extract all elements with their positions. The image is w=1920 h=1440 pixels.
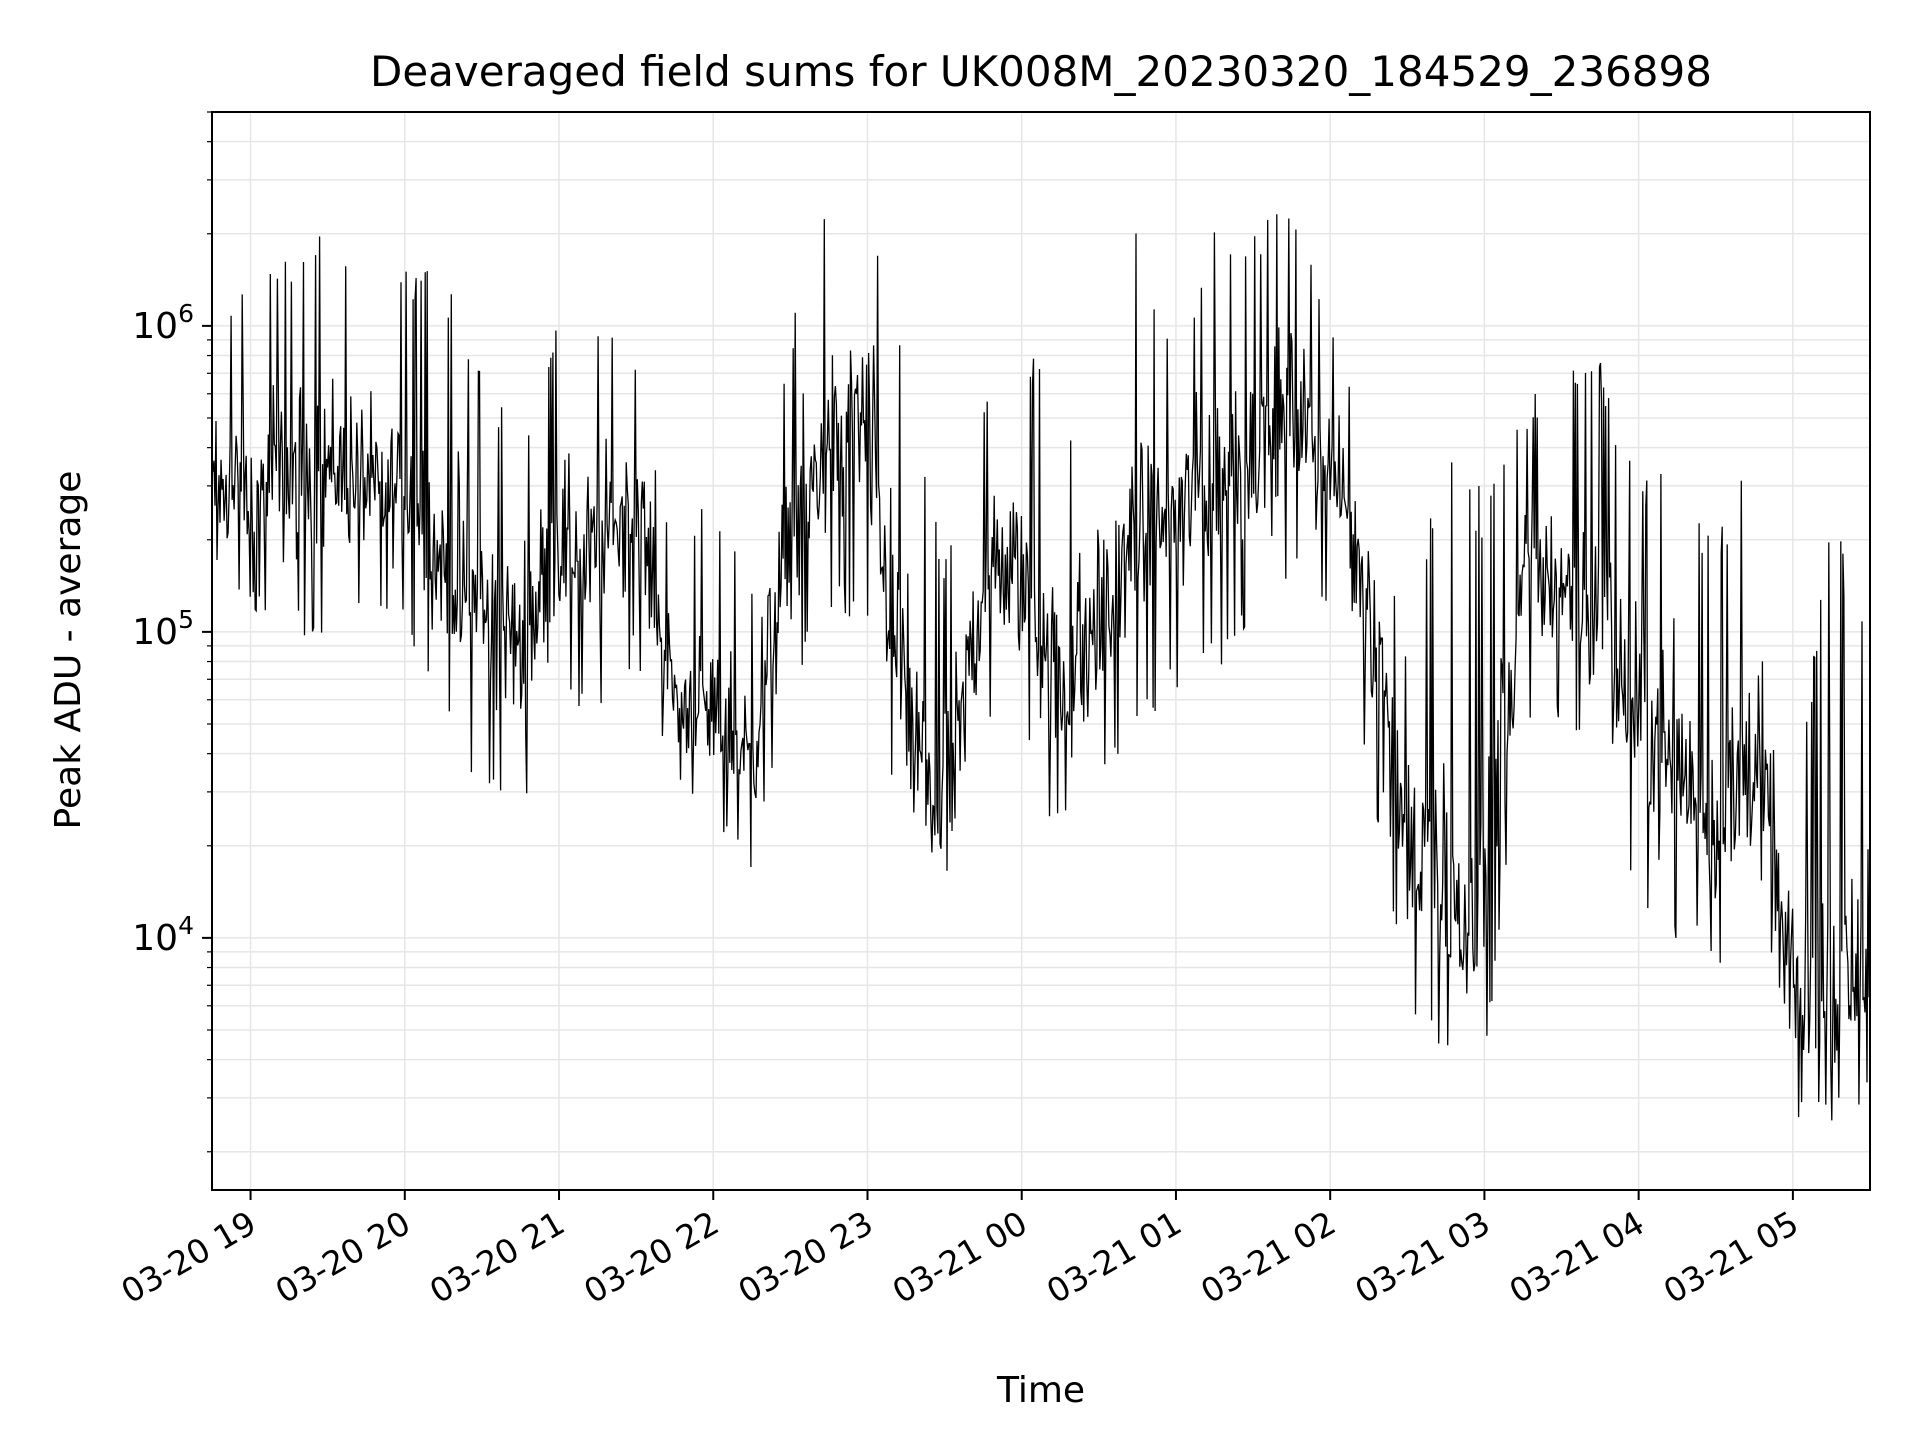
y-tick-label: 106 — [132, 299, 194, 347]
chart-title: Deaveraged field sums for UK008M_2023032… — [370, 47, 1712, 96]
y-tick-label: 105 — [132, 605, 194, 653]
plot-frame — [211, 111, 1871, 1191]
y-axis-label: Peak ADU - average — [48, 471, 89, 830]
series-line-group — [211, 214, 1871, 1121]
series-line — [211, 214, 1871, 1121]
x-axis-label: Time — [996, 1370, 1085, 1411]
y-tick-label: 104 — [132, 911, 194, 959]
y-axis: 104 105 106 — [132, 111, 212, 1153]
